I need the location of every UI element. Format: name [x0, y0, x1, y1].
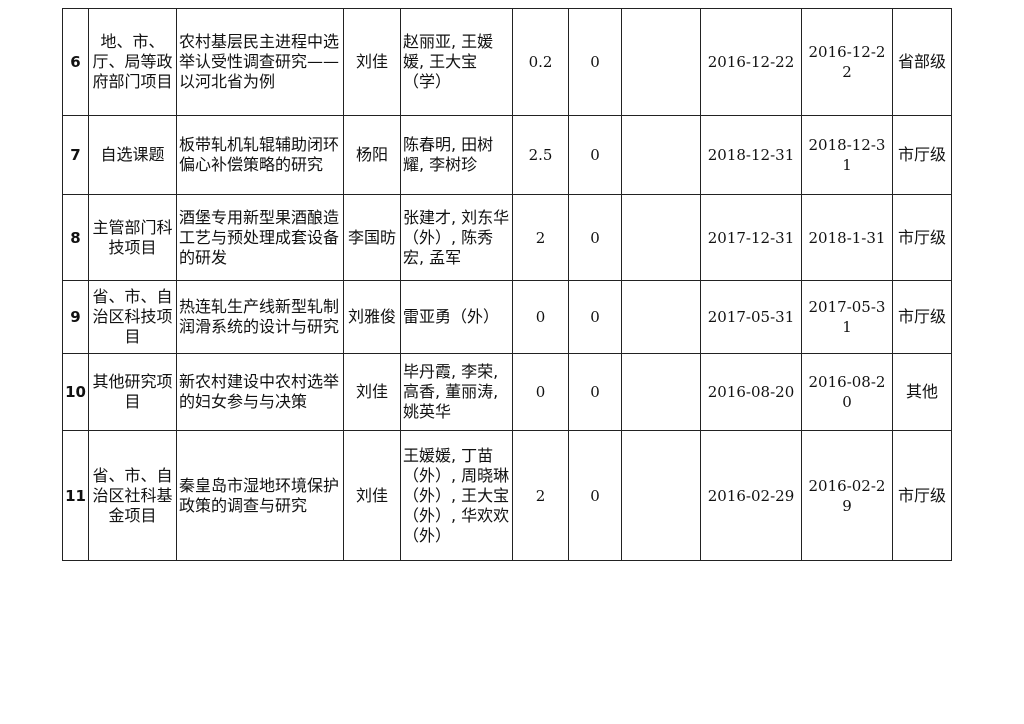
project-members: 雷亚勇（外）	[400, 280, 513, 354]
project-title: 酒堡专用新型果酒酿造工艺与预处理成套设备的研发	[176, 194, 344, 281]
project-leader: 刘佳	[343, 353, 401, 431]
project-title: 热连轧生产线新型轧制润滑系统的设计与研究	[176, 280, 344, 354]
end-date: 2016-12-22	[801, 8, 893, 116]
row-number: 9	[62, 280, 89, 354]
project-members: 陈春明, 田树耀, 李树珍	[400, 115, 513, 195]
end-date: 2017-05-31	[801, 280, 893, 354]
project-leader: 刘佳	[343, 8, 401, 116]
empty-cell	[621, 353, 701, 431]
row-number: 10	[62, 353, 89, 431]
start-date: 2017-12-31	[700, 194, 802, 281]
empty-cell	[621, 430, 701, 561]
row-number: 6	[62, 8, 89, 116]
end-date: 2018-12-31	[801, 115, 893, 195]
project-type: 省、市、自治区科技项目	[88, 280, 177, 354]
empty-cell	[621, 8, 701, 116]
funding: 0	[512, 353, 569, 431]
end-date: 2018-1-31	[801, 194, 893, 281]
project-leader: 李国昉	[343, 194, 401, 281]
project-title: 板带轧机轧辊辅助闭环偏心补偿策略的研究	[176, 115, 344, 195]
table-row: 7 自选课题 板带轧机轧辊辅助闭环偏心补偿策略的研究 杨阳 陈春明, 田树耀, 李树珍 2…	[62, 115, 952, 195]
project-title: 农村基层民主进程中选举认受性调查研究——以河北省为例	[176, 8, 344, 116]
amount: 0	[568, 353, 622, 431]
amount: 0	[568, 280, 622, 354]
amount: 0	[568, 430, 622, 561]
end-date: 2016-08-20	[801, 353, 893, 431]
end-date: 2016-02-29	[801, 430, 893, 561]
project-type: 主管部门科技项目	[88, 194, 177, 281]
project-title: 新农村建设中农村选举的妇女参与与决策	[176, 353, 344, 431]
project-leader: 刘佳	[343, 430, 401, 561]
funding: 2	[512, 194, 569, 281]
funding: 0	[512, 280, 569, 354]
funding: 2.5	[512, 115, 569, 195]
project-title: 秦皇岛市湿地环境保护政策的调查与研究	[176, 430, 344, 561]
amount: 0	[568, 8, 622, 116]
project-type: 地、市、厅、局等政府部门项目	[88, 8, 177, 116]
amount: 0	[568, 115, 622, 195]
project-type: 省、市、自治区社科基金项目	[88, 430, 177, 561]
project-members: 毕丹霞, 李荣, 高香, 董丽涛, 姚英华	[400, 353, 513, 431]
project-level: 市厅级	[892, 280, 952, 354]
row-number: 11	[62, 430, 89, 561]
start-date: 2016-08-20	[700, 353, 802, 431]
table-row: 6 地、市、厅、局等政府部门项目 农村基层民主进程中选举认受性调查研究——以河北省为…	[62, 8, 952, 116]
project-level: 省部级	[892, 8, 952, 116]
project-table: 6 地、市、厅、局等政府部门项目 农村基层民主进程中选举认受性调查研究——以河北省为…	[62, 8, 952, 561]
table-row: 9 省、市、自治区科技项目 热连轧生产线新型轧制润滑系统的设计与研究 刘雅俊 雷亚勇（外…	[62, 280, 952, 354]
project-level: 其他	[892, 353, 952, 431]
project-members: 王媛媛, 丁苗（外）, 周晓琳（外）, 王大宝（外）, 华欢欢（外）	[400, 430, 513, 561]
funding: 0.2	[512, 8, 569, 116]
project-members: 赵丽亚, 王媛媛, 王大宝（学）	[400, 8, 513, 116]
project-level: 市厅级	[892, 115, 952, 195]
start-date: 2016-02-29	[700, 430, 802, 561]
table-row: 10 其他研究项目 新农村建设中农村选举的妇女参与与决策 刘佳 毕丹霞, 李荣, 高香,…	[62, 353, 952, 431]
row-number: 8	[62, 194, 89, 281]
empty-cell	[621, 115, 701, 195]
start-date: 2016-12-22	[700, 8, 802, 116]
table-row: 11 省、市、自治区社科基金项目 秦皇岛市湿地环境保护政策的调查与研究 刘佳 王媛媛, …	[62, 430, 952, 561]
table-row: 8 主管部门科技项目 酒堡专用新型果酒酿造工艺与预处理成套设备的研发 李国昉 张建才, …	[62, 194, 952, 281]
empty-cell	[621, 280, 701, 354]
project-type: 其他研究项目	[88, 353, 177, 431]
project-members: 张建才, 刘东华（外）, 陈秀宏, 孟军	[400, 194, 513, 281]
project-type: 自选课题	[88, 115, 177, 195]
empty-cell	[621, 194, 701, 281]
funding: 2	[512, 430, 569, 561]
project-leader: 刘雅俊	[343, 280, 401, 354]
start-date: 2018-12-31	[700, 115, 802, 195]
project-leader: 杨阳	[343, 115, 401, 195]
amount: 0	[568, 194, 622, 281]
project-level: 市厅级	[892, 194, 952, 281]
start-date: 2017-05-31	[700, 280, 802, 354]
row-number: 7	[62, 115, 89, 195]
project-level: 市厅级	[892, 430, 952, 561]
